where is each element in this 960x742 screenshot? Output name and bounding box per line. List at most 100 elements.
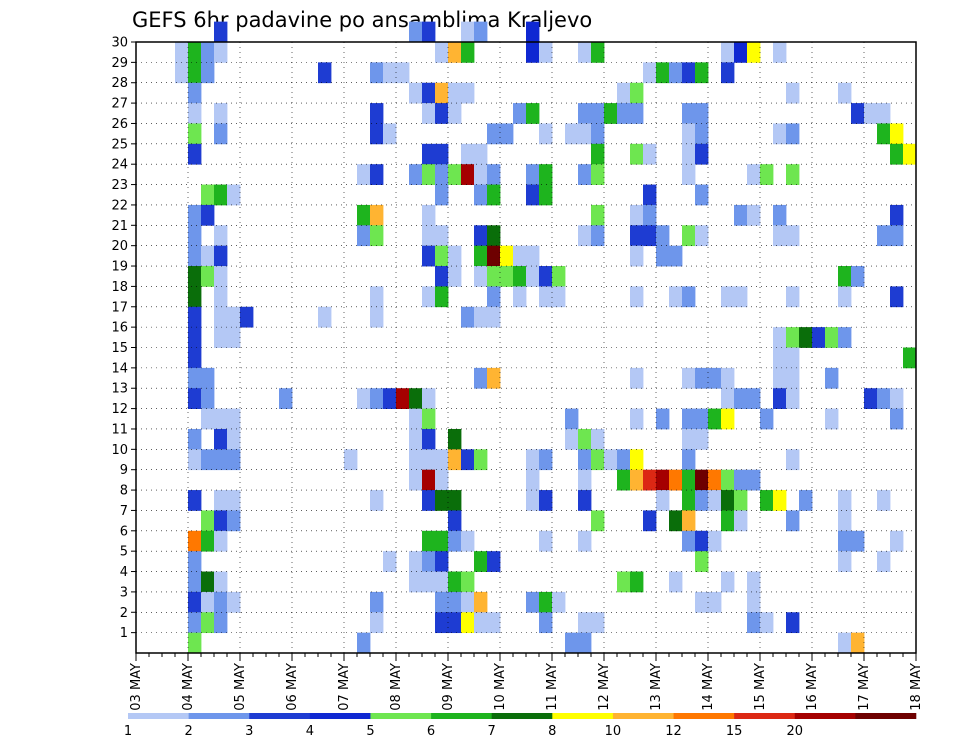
heatmap-cell — [188, 62, 202, 84]
heatmap-cell — [591, 204, 605, 226]
heatmap-cell — [604, 103, 618, 124]
heatmap-cell — [630, 82, 644, 104]
heatmap-cell — [461, 21, 475, 43]
heatmap-cell — [539, 449, 553, 471]
heatmap-cell — [448, 428, 462, 450]
heatmap-cell — [214, 266, 228, 287]
heatmap-cell — [214, 245, 228, 267]
heatmap-cell — [188, 571, 202, 593]
x-tick-label: 18 MAY — [909, 663, 924, 711]
heatmap-cell — [370, 388, 384, 409]
heatmap-cell — [669, 245, 683, 267]
heatmap-cell — [409, 571, 423, 593]
heatmap-cell — [201, 184, 215, 206]
heatmap-cell — [669, 571, 683, 593]
y-tick-label: 5 — [120, 545, 128, 560]
heatmap-cell — [357, 632, 371, 654]
heatmap-cell — [227, 591, 241, 613]
heatmap-cell — [890, 225, 904, 247]
heatmap-cell — [747, 469, 761, 491]
y-axis: 1234567891011121314151617181920212223242… — [111, 36, 136, 641]
heatmap-cell — [448, 245, 462, 267]
colorbar-label: 4 — [306, 724, 314, 739]
heatmap-cell — [838, 510, 852, 532]
heatmap-cell — [526, 449, 540, 471]
heatmap-cell — [747, 204, 761, 226]
heatmap-cell — [656, 469, 670, 491]
heatmap-cell — [773, 225, 787, 247]
x-tick-label: 06 MAY — [285, 663, 300, 711]
heatmap-cell — [747, 612, 761, 634]
heatmap-cell — [357, 225, 371, 247]
heatmap-cell — [461, 164, 475, 185]
heatmap-cell — [851, 266, 865, 287]
colorbar-legend: 1 2 3 4 5 6 7 8 10 12 15 20 — [124, 713, 917, 739]
heatmap-cell — [643, 143, 657, 165]
heatmap-cell — [890, 286, 904, 308]
heatmap-cell — [214, 449, 228, 471]
heatmap-cell — [786, 225, 800, 247]
y-tick-label: 12 — [111, 402, 128, 417]
heatmap-cell — [526, 164, 540, 185]
heatmap-cell — [448, 490, 462, 511]
heatmap-cell — [188, 225, 202, 247]
y-tick-label: 22 — [111, 198, 128, 213]
heatmap-cell — [201, 42, 215, 63]
heatmap-cell — [721, 42, 735, 63]
heatmap-cell — [188, 428, 202, 450]
heatmap-cell — [643, 510, 657, 532]
heatmap-cell — [448, 82, 462, 104]
y-tick-label: 10 — [111, 443, 128, 458]
heatmap-cell — [448, 571, 462, 593]
heatmap-cell — [695, 551, 709, 572]
heatmap-cell — [591, 449, 605, 471]
heatmap-cell — [877, 103, 891, 124]
heatmap-cell — [773, 42, 787, 63]
heatmap-cell — [370, 204, 384, 226]
y-tick-label: 11 — [111, 422, 128, 437]
heatmap-cell — [773, 388, 787, 409]
heatmap-cell — [474, 612, 488, 634]
x-tick-label: 10 MAY — [493, 663, 508, 711]
heatmap-cell — [448, 266, 462, 287]
heatmap-cell — [435, 82, 449, 104]
y-tick-label: 15 — [111, 341, 128, 356]
heatmap-cell — [214, 184, 228, 206]
heatmap-cell — [370, 103, 384, 124]
y-tick-label: 24 — [111, 158, 128, 173]
heatmap-cell — [708, 490, 722, 511]
x-tick-label: 13 MAY — [649, 663, 664, 711]
heatmap-cell — [188, 632, 202, 654]
heatmap-cell — [695, 591, 709, 613]
heatmap-cell — [786, 612, 800, 634]
heatmap-cell — [695, 428, 709, 450]
x-tick-label: 04 MAY — [181, 663, 196, 711]
heatmap-cell — [747, 571, 761, 593]
heatmap-cell — [669, 286, 683, 308]
heatmap-cell — [890, 204, 904, 226]
heatmap-cell — [734, 204, 748, 226]
x-axis: 03 MAY 04 MAY 05 MAY 06 MAY 07 MAY 08 MAY 09 M… — [129, 653, 924, 711]
heatmap-cell — [539, 164, 553, 185]
y-tick-label: 20 — [111, 239, 128, 254]
heatmap-cell — [734, 286, 748, 308]
heatmap-cell — [448, 510, 462, 532]
heatmap-cell — [214, 42, 228, 63]
heatmap-cell — [630, 286, 644, 308]
heatmap-cell — [435, 469, 449, 491]
heatmap-cell — [188, 143, 202, 165]
heatmap-cell — [526, 245, 540, 267]
heatmap-cell — [474, 449, 488, 471]
y-tick-label: 8 — [120, 484, 128, 499]
heatmap-cell — [682, 123, 696, 145]
heatmap-cell — [851, 103, 865, 124]
heatmap-cell — [695, 530, 709, 552]
heatmap-cell — [227, 428, 241, 450]
heatmap-cell — [227, 327, 241, 348]
heatmap-cell — [903, 143, 917, 165]
heatmap-cell — [214, 428, 228, 450]
heatmap-cell — [773, 367, 787, 389]
heatmap-cell — [461, 571, 475, 593]
heatmap-cell — [214, 591, 228, 613]
colorbar-segment — [370, 713, 432, 719]
